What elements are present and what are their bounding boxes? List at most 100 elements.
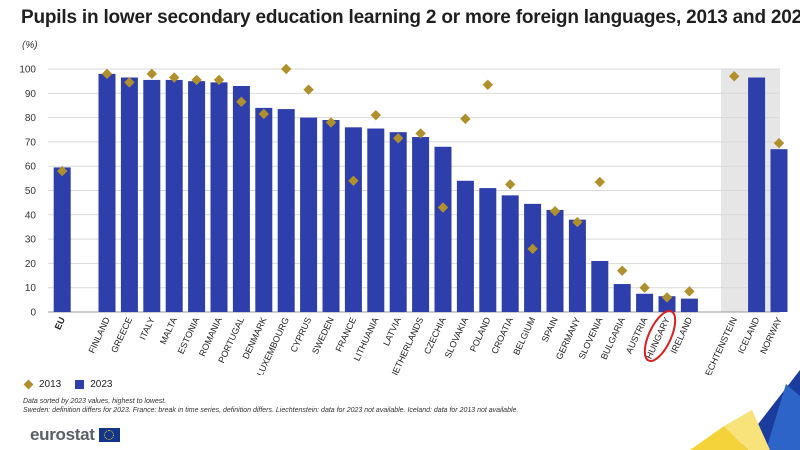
marker-2013-romania: [213, 74, 225, 86]
y-tick-label: 50: [25, 186, 37, 197]
marker-2013-denmark: [258, 108, 269, 120]
marker-2013-poland: [482, 79, 493, 90]
x-label-iceland: ICELAND: [736, 315, 762, 355]
x-label-estonia: ESTONIA: [176, 316, 202, 356]
marker-2013-greece: [124, 77, 135, 88]
x-label-finland: FINLAND: [86, 315, 112, 355]
bar-2023-germany: [568, 219, 586, 312]
bar-2023-denmark: [255, 107, 273, 312]
bar-2023-eu: [53, 167, 71, 312]
bar-2023-netherlands: [412, 137, 430, 312]
footnotes: Data sorted by 2023 values, highest to l…: [23, 397, 518, 415]
bar-2023-france: [344, 127, 362, 312]
eu-flag-icon: [98, 428, 120, 442]
x-label-czechia: CZECHIA: [422, 316, 448, 356]
marker-2013-hungary: [661, 292, 673, 303]
x-label-cyprus: CYPRUS: [288, 316, 313, 354]
bar-2023-cyprus: [300, 117, 318, 312]
legend: 2013 2023: [23, 379, 127, 390]
marker-2013-spain: [549, 205, 561, 217]
x-label-sweden: SWEDEN: [310, 316, 336, 356]
marker-2013-croatia: [505, 179, 516, 190]
x-label-belgium: BELGIUM: [511, 316, 537, 357]
x-label-eu: EU: [53, 316, 67, 332]
bar-2023-italy: [143, 79, 161, 312]
annotation-circle: [643, 310, 677, 362]
marker-2013-netherlands: [415, 128, 426, 139]
annotation-layer: [643, 310, 677, 362]
bar-2023-slovenia: [591, 260, 609, 312]
y-tick-label: 80: [25, 113, 37, 124]
bar-2023-bulgaria: [613, 284, 631, 312]
marker-2013-bulgaria: [617, 265, 628, 276]
x-label-italy: ITALY: [138, 316, 157, 342]
x-label-france: FRANCE: [334, 316, 359, 354]
bar-2023-ireland: [680, 298, 698, 312]
legend-label-2013: 2013: [39, 379, 62, 390]
x-label-croatia: CROATIA: [489, 316, 515, 356]
marker-2013-slovenia: [594, 176, 605, 188]
bar-2023-lithuania: [367, 128, 385, 312]
legend-item-2013: 2013: [23, 379, 61, 390]
x-label-slovakia: SLOVAKIA: [443, 316, 471, 360]
bar-2023-portugal: [232, 86, 250, 312]
footnote-sorting: Data sorted by 2023 values, highest to l…: [23, 398, 167, 405]
bar-2023-sweden: [322, 120, 340, 312]
bar-2023-slovakia: [456, 180, 474, 312]
bar-2023-latvia: [389, 132, 407, 312]
square-bar-icon: [75, 380, 85, 389]
marker-2013-sweden: [325, 117, 337, 128]
marker-2013-ireland: [684, 286, 695, 297]
marker-2013-lithuania: [370, 109, 381, 121]
y-tick-label: 10: [25, 283, 37, 294]
footnote-definitions: Sweden: definition differs for 2023. Fra…: [23, 407, 519, 414]
marker-2013-liechtenstein: [729, 71, 740, 82]
corner-decoration-icon: [690, 370, 800, 450]
marker-2013-cyprus: [303, 84, 314, 95]
marker-2013-czechia: [437, 202, 449, 213]
marker-2013-finland: [101, 68, 113, 80]
marker-2013-germany: [572, 216, 583, 228]
y-tick-label: 0: [30, 308, 36, 319]
bar-2023-luxembourg: [277, 109, 295, 312]
marker-2013-belgium: [527, 243, 538, 255]
bar-2023-iceland: [748, 77, 766, 312]
marker-2013-latvia: [393, 133, 404, 144]
markers-2013: [57, 63, 785, 303]
bar-2023-greece: [120, 77, 138, 312]
diamond-marker-icon: [23, 379, 34, 390]
bar-2023-norway: [770, 149, 788, 312]
y-tick-label: 30: [25, 235, 37, 246]
marker-2013-italy: [146, 68, 157, 80]
x-label-malta: MALTA: [158, 316, 179, 346]
marker-2013-luxembourg: [281, 63, 292, 75]
bars-2023: [53, 73, 788, 313]
y-axis-unit: (%): [22, 40, 38, 51]
bar-2023-spain: [546, 209, 564, 312]
marker-2013-estonia: [191, 74, 202, 86]
chart-title: Pupils in lower secondary education lear…: [21, 7, 800, 28]
legend-item-2023: 2023: [75, 379, 113, 390]
marker-2013-austria: [639, 282, 650, 293]
bar-2023-czechia: [434, 146, 452, 312]
y-tick-label: 20: [25, 259, 37, 270]
bar-2023-croatia: [501, 195, 519, 312]
bar-2023-hungary: [658, 296, 676, 312]
x-label-liechtenstein: LIECHTENSTEIN: [700, 316, 739, 375]
x-label-latvia: LATVIA: [381, 316, 403, 348]
x-label-greece: GREECE: [109, 316, 134, 355]
bar-2023-finland: [98, 73, 116, 312]
bar-2023-belgium: [524, 203, 542, 312]
marker-2013-norway: [773, 137, 785, 149]
y-axis-ticks: 0 10 20 30 40 50 60 70 80 90 100: [19, 65, 36, 319]
y-tick-label: 70: [25, 137, 37, 148]
marker-2013-eu: [57, 165, 68, 177]
bar-2023-austria: [636, 293, 654, 312]
bar-2023-romania: [210, 82, 228, 313]
marker-2013-france: [348, 175, 359, 186]
y-tick-label: 100: [19, 65, 36, 76]
x-label-norway: NORWAY: [758, 316, 784, 356]
x-label-poland: POLAND: [468, 315, 493, 353]
marker-2013-malta: [169, 72, 180, 83]
